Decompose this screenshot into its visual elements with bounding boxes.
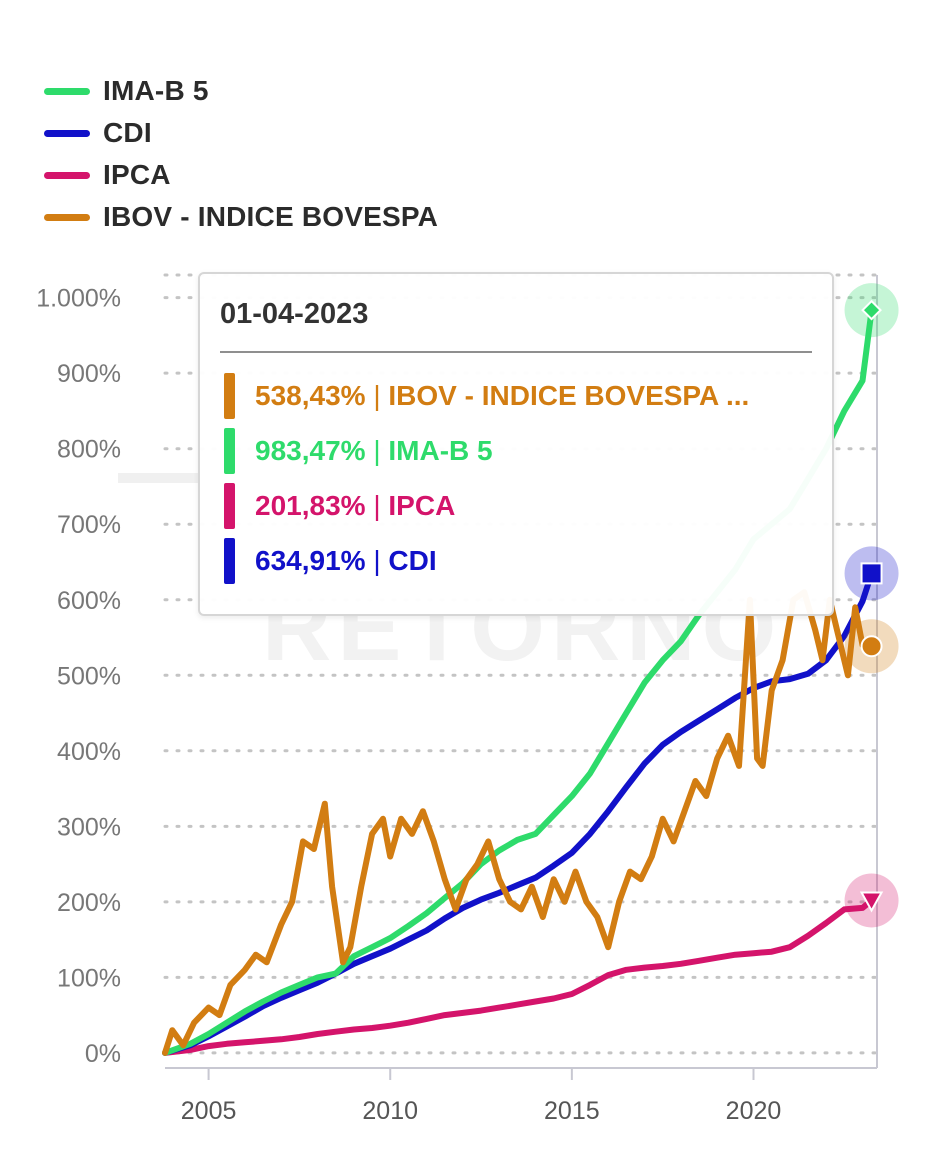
series-end-marker[interactable]	[860, 562, 883, 585]
x-tick-label: 2010	[362, 1097, 418, 1125]
tooltip-color-bar	[224, 373, 235, 419]
legend-label: IMA-B 5	[103, 75, 209, 106]
series-line[interactable]	[162, 570, 875, 1056]
series-end-marker[interactable]	[861, 299, 882, 321]
x-tick-label: 2005	[181, 1097, 237, 1125]
tooltip-text: 201,83% | IPCA	[255, 490, 455, 522]
tooltip-date: 01-04-2023	[220, 298, 369, 330]
tooltip-separator: |	[365, 435, 389, 466]
tooltip-value: 634,91%	[255, 545, 366, 576]
y-tick-label: 400%	[57, 738, 121, 766]
series-end-marker[interactable]	[860, 635, 883, 658]
tooltip-color-bar	[224, 538, 235, 584]
tooltip-value: 983,47%	[255, 435, 366, 466]
legend-item[interactable]: IBOV - INDICE BOVESPA	[44, 196, 438, 238]
tooltip-row: 538,43% | IBOV - INDICE BOVESPA ...	[224, 373, 749, 419]
x-tick-label: 2020	[726, 1097, 782, 1125]
y-tick-label: 800%	[57, 436, 121, 464]
y-tick-label: 100%	[57, 964, 121, 992]
tooltip-row: 634,91% | CDI	[224, 538, 437, 584]
legend: IMA-B 5 CDI IPCA IBOV - INDICE BOVESPA	[44, 70, 438, 238]
legend-swatch	[44, 213, 90, 221]
x-tick-label: 2015	[544, 1097, 600, 1125]
tooltip-series-label: IPCA	[388, 490, 456, 521]
tooltip-series-label: CDI	[388, 545, 437, 576]
y-tick-label: 500%	[57, 662, 121, 690]
legend-item[interactable]: IPCA	[44, 154, 438, 196]
tooltip-separator: |	[365, 380, 389, 411]
y-tick-label: 0%	[85, 1040, 121, 1068]
tooltip-divider	[220, 351, 812, 353]
tooltip-text: 983,47% | IMA-B 5	[255, 435, 493, 467]
legend-swatch	[44, 171, 90, 179]
axes: 0% 100% 200% 300% 400% 500% 600% 700% 800% 900% 1.…	[36, 275, 878, 1125]
series-end-marker[interactable]	[859, 891, 884, 913]
legend-item[interactable]: CDI	[44, 112, 438, 154]
tooltip-row: 201,83% | IPCA	[224, 483, 455, 529]
series-line[interactable]	[162, 589, 875, 1056]
y-tick-label: 700%	[57, 511, 121, 539]
chart-tooltip: 01-04-2023 538,43% | IBOV - INDICE BOVES…	[198, 272, 834, 616]
tooltip-series-label: IBOV - INDICE BOVESPA ...	[388, 380, 750, 411]
tooltip-text: 634,91% | CDI	[255, 545, 437, 577]
tooltip-color-bar	[224, 428, 235, 474]
legend-item[interactable]: IMA-B 5	[44, 70, 438, 112]
end-markers	[844, 283, 899, 928]
legend-swatch	[44, 129, 90, 137]
series-line[interactable]	[162, 897, 875, 1056]
tooltip-text: 538,43% | IBOV - INDICE BOVESPA ...	[255, 380, 749, 412]
y-tick-label: 1.000%	[36, 285, 121, 313]
tooltip-series-label: IMA-B 5	[388, 435, 493, 466]
y-tick-label: 200%	[57, 889, 121, 917]
legend-label: IPCA	[103, 159, 171, 190]
tooltip-separator: |	[365, 545, 389, 576]
tooltip-value: 201,83%	[255, 490, 366, 521]
tooltip-separator: |	[365, 490, 389, 521]
tooltip-row: 983,47% | IMA-B 5	[224, 428, 493, 474]
tooltip-value: 538,43%	[255, 380, 366, 411]
legend-label: CDI	[103, 117, 152, 148]
y-tick-label: 900%	[57, 360, 121, 388]
y-tick-label: 300%	[57, 813, 121, 841]
legend-label: IBOV - INDICE BOVESPA	[103, 201, 439, 232]
legend-swatch	[44, 87, 90, 95]
y-tick-label: 600%	[57, 587, 121, 615]
tooltip-color-bar	[224, 483, 235, 529]
